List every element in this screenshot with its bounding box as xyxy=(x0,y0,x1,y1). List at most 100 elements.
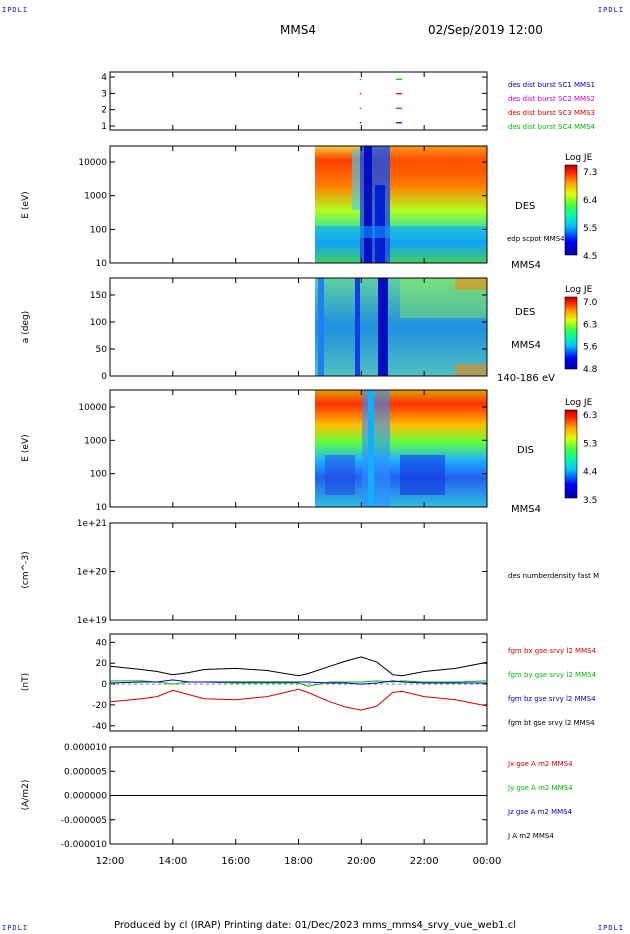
current-tick-label: -0.000005 xyxy=(61,816,107,826)
panel-dis-energy-ylabel: E (eV) xyxy=(21,434,31,461)
current-tick-label: 0.000005 xyxy=(64,767,107,777)
datetime-title: 02/Sep/2019 12:00 xyxy=(428,23,543,37)
time-tick-label: 16:00 xyxy=(221,856,250,867)
des-pitch-label-des: DES xyxy=(515,307,535,318)
corner-label-bottom-right: IPDLI xyxy=(597,924,624,932)
time-tick-label: 20:00 xyxy=(347,856,376,867)
density-y-ticks: 1e+21 1e+20 1e+19 xyxy=(77,519,487,626)
burst-tick-label: 4 xyxy=(101,73,107,83)
current-legend-entry: Jy gse A m2 MMS4 xyxy=(507,784,573,792)
burst-tick-label: 1 xyxy=(101,122,107,132)
time-axis: 12:00 14:00 16:00 18:00 20:00 22:00 00:00 xyxy=(96,72,502,867)
current-tick-label: 0.000000 xyxy=(64,792,107,802)
panel-density-ylabel: (cm^-3) xyxy=(21,551,31,588)
panel-density-frame xyxy=(109,522,488,621)
fgm-series-line xyxy=(109,656,488,677)
des-energy-colorbar-tick-label: 6.4 xyxy=(583,196,598,206)
fgm-tick-label: 40 xyxy=(96,638,108,648)
current-legend-entry: Jx gse A m2 MMS4 xyxy=(507,760,573,768)
current-tick-label: 0.000010 xyxy=(64,743,107,753)
des-pitch-tick-label: 0 xyxy=(101,372,107,382)
des-pitch-tick-label: 100 xyxy=(90,318,107,328)
time-tick-label: 00:00 xyxy=(473,856,502,867)
des-energy-tick-label: 10 xyxy=(96,259,108,269)
fgm-y-ticks: 40 20 0 -20 -40 xyxy=(92,638,487,732)
burst-tick-label: 2 xyxy=(101,106,107,116)
des-energy-label-scpot: edp scpot MMS4 xyxy=(507,235,565,243)
des-pitch-colorbar-tick-label: 4.8 xyxy=(583,365,598,375)
burst-tick-label: 3 xyxy=(101,89,107,99)
burst-legend-entry: des dist burst SC2 MMS2 xyxy=(508,95,595,103)
panel-current-ylabel: (A/m2) xyxy=(21,780,31,811)
dis-energy-colorbar-tick-label: 6.3 xyxy=(583,411,597,421)
panel-des-pitch-ylabel: a (deg) xyxy=(21,311,31,343)
dis-energy-label-sc: MMS4 xyxy=(511,504,541,515)
dis-energy-y-ticks: 10000 1000 100 10 xyxy=(78,403,487,513)
des-pitch-colorbar: Log JE 7.0 6.3 5.6 4.8 xyxy=(564,285,598,375)
des-energy-heatmap xyxy=(315,146,487,263)
burst-legend-entry: des dist burst SC4 MMS4 xyxy=(508,123,596,131)
panel-density: (cm^-3) 1e+21 1e+20 1e+19 des numberdensit… xyxy=(21,519,599,626)
current-legend: Jx gse A m2 MMS4 Jy gse A m2 MMS4 Jz gse A… xyxy=(507,760,573,840)
des-pitch-colorbar-title: Log JE xyxy=(565,285,593,295)
density-tick-label: 1e+21 xyxy=(77,519,107,529)
panel-fgm-ylabel: (nT) xyxy=(21,673,31,691)
dis-energy-colorbar-tick-label: 3.5 xyxy=(583,496,597,506)
spacecraft-title: MMS4 xyxy=(280,23,316,37)
fgm-tick-label: 0 xyxy=(101,680,107,690)
dis-energy-label-dis: DIS xyxy=(517,445,534,456)
des-energy-label-des: DES xyxy=(515,201,535,212)
fgm-legend-entry: fgm bt gse srvy l2 MMS4 xyxy=(508,719,595,727)
des-pitch-tick-label: 150 xyxy=(90,291,107,301)
des-pitch-tick-label: 50 xyxy=(96,345,108,355)
time-tick-label: 14:00 xyxy=(158,856,187,867)
fgm-tick-label: 20 xyxy=(96,659,108,669)
des-pitch-colorbar-tick-label: 5.6 xyxy=(583,343,598,353)
footer-credit: Produced by cl (IRAP) Printing date: 01/… xyxy=(114,920,516,931)
des-pitch-colorbar-tick-label: 7.0 xyxy=(583,298,598,308)
des-energy-tick-label: 100 xyxy=(90,225,107,235)
des-energy-tick-label: 1000 xyxy=(84,192,107,202)
des-pitch-label-sc: MMS4 xyxy=(511,340,541,351)
des-pitch-y-ticks: 150 100 50 0 xyxy=(90,291,487,382)
density-legend: des numberdensity fast M xyxy=(508,572,599,580)
des-energy-colorbar-tick-label: 7.3 xyxy=(583,168,597,178)
dis-energy-colorbar-tick-label: 4.4 xyxy=(583,468,598,478)
panel-burst-frame xyxy=(109,71,488,131)
dis-energy-heatmap xyxy=(315,390,487,507)
panel-des-energy: E (eV) 10000 1000 100 10 DES edp scpot MMS4… xyxy=(21,145,598,271)
des-energy-colorbar-tick-label: 5.5 xyxy=(583,224,597,234)
panel-des-pitch: a (deg) 150 100 50 0 DES MMS4 140-186 eV Lo… xyxy=(21,277,598,384)
panel-dis-energy: E (eV) 10000 1000 100 10 DIS MMS4 Log JE 6.… xyxy=(21,389,598,515)
fgm-tick-label: -40 xyxy=(92,722,107,732)
des-pitch-colorbar-tick-label: 6.3 xyxy=(583,320,597,330)
panel-des-energy-ylabel: E (eV) xyxy=(21,191,31,218)
burst-marks xyxy=(359,78,403,124)
density-tick-label: 1e+20 xyxy=(77,568,108,578)
burst-legend-entry: des dist burst SC3 MMS3 xyxy=(508,109,595,117)
des-pitch-heatmap xyxy=(315,278,487,376)
time-tick-label: 22:00 xyxy=(410,856,439,867)
corner-label-bottom-left: IPDLI xyxy=(2,924,29,932)
time-tick-label: 18:00 xyxy=(284,856,313,867)
time-tick-label: 12:00 xyxy=(96,856,125,867)
burst-y-ticks: 4 3 2 1 xyxy=(101,73,487,132)
fgm-legend-entry: fgm by gse srvy l2 MMS4 xyxy=(508,671,597,679)
fgm-series-line xyxy=(110,680,488,687)
des-energy-y-ticks: 10000 1000 100 10 xyxy=(78,158,487,269)
current-legend-entry: J A m2 MMS4 xyxy=(507,832,554,840)
fgm-series-line xyxy=(109,679,487,685)
current-tick-label: -0.000010 xyxy=(61,840,107,850)
corner-label-top-right: IPDLI xyxy=(597,6,624,14)
dis-energy-tick-label: 10000 xyxy=(78,403,107,413)
fgm-lines xyxy=(109,656,488,711)
des-energy-tick-label: 10000 xyxy=(78,158,107,168)
density-tick-label: 1e+19 xyxy=(77,616,108,626)
des-energy-colorbar: Log JE 7.3 6.4 5.5 4.5 xyxy=(564,153,598,262)
dis-energy-tick-label: 100 xyxy=(90,470,107,480)
des-energy-label-sc: MMS4 xyxy=(511,260,541,271)
des-energy-colorbar-title: Log JE xyxy=(565,153,593,163)
dis-energy-colorbar: Log JE 6.3 5.3 4.4 3.5 xyxy=(564,398,598,506)
